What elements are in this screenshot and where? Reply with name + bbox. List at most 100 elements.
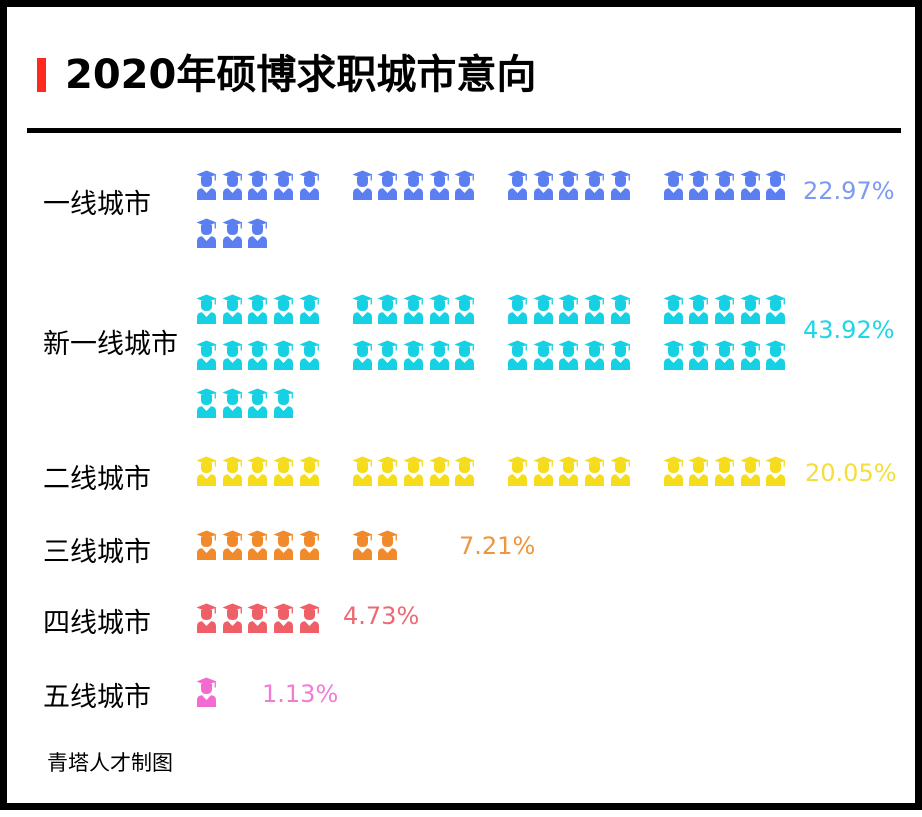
graduate-person-icon [714,340,735,370]
graduate-person-icon [663,170,684,200]
graduate-person-icon [610,294,631,324]
graduate-person-icon [247,388,268,418]
graduate-person-icon [533,456,554,486]
graduate-person-icon [740,294,761,324]
value-label-tier3: 7.21% [459,532,536,560]
value-label-tier1: 22.97% [803,177,895,205]
graduate-person-icon [352,340,373,370]
graduate-person-icon [299,170,320,200]
graduate-person-icon [714,170,735,200]
graduate-person-icon [247,340,268,370]
graduate-person-icon [533,340,554,370]
graduate-person-icon [584,170,605,200]
graduate-person-icon [663,340,684,370]
graduate-person-icon [273,456,294,486]
graduate-person-icon [507,340,528,370]
graduate-person-icon [688,170,709,200]
graduate-person-icon [740,456,761,486]
graduate-person-icon [688,294,709,324]
value-label-tier5: 1.13% [262,680,339,708]
graduate-person-icon [688,340,709,370]
category-label-new-tier1: 新一线城市 [43,329,178,360]
graduate-person-icon [273,294,294,324]
graduate-person-icon [584,340,605,370]
pictogram-area [7,7,922,817]
graduate-person-icon [584,294,605,324]
graduate-person-icon [714,294,735,324]
value-label-new-tier1: 43.92% [803,316,895,344]
graduate-person-icon [558,170,579,200]
graduate-person-icon [222,340,243,370]
graduate-person-icon [429,456,450,486]
graduate-person-icon [377,456,398,486]
graduate-person-icon [222,456,243,486]
title-accent-bar [37,58,46,92]
graduate-person-icon [429,340,450,370]
graduate-person-icon [273,388,294,418]
graduate-person-icon [247,530,268,560]
chart-title: 2020年硕博求职城市意向 [65,52,537,98]
graduate-person-icon [740,340,761,370]
graduate-person-icon [377,530,398,560]
graduate-person-icon [429,170,450,200]
graduate-person-icon [196,340,217,370]
graduate-person-icon [454,456,475,486]
graduate-person-icon [429,294,450,324]
graduate-person-icon [663,294,684,324]
graduate-person-icon [273,603,294,633]
graduate-person-icon [403,170,424,200]
graduate-person-icon [247,170,268,200]
graduate-person-icon [610,170,631,200]
graduate-person-icon [688,456,709,486]
graduate-person-icon [765,340,786,370]
graduate-person-icon [222,170,243,200]
graduate-person-icon [299,294,320,324]
graduate-person-icon [196,456,217,486]
graduate-person-icon [352,530,373,560]
graduate-person-icon [273,340,294,370]
graduate-person-icon [610,340,631,370]
graduate-person-icon [196,170,217,200]
graduate-person-icon [299,340,320,370]
graduate-person-icon [222,294,243,324]
graduate-person-icon [352,294,373,324]
graduate-person-icon [533,170,554,200]
graduate-person-icon [454,340,475,370]
graduate-person-icon [352,456,373,486]
graduate-person-icon [714,456,735,486]
graduate-person-icon [196,677,217,707]
category-label-tier4: 四线城市 [43,608,151,639]
graduate-person-icon [403,340,424,370]
graduate-person-icon [507,170,528,200]
graduate-person-icon [247,294,268,324]
graduate-person-icon [377,170,398,200]
category-label-tier5: 五线城市 [43,682,151,713]
graduate-person-icon [558,294,579,324]
graduate-person-icon [273,170,294,200]
graduate-person-icon [558,340,579,370]
graduate-person-icon [273,530,294,560]
graduate-person-icon [377,294,398,324]
category-label-tier1: 一线城市 [43,189,151,220]
graduate-person-icon [196,388,217,418]
graduate-person-icon [196,294,217,324]
source-credit: 青塔人才制图 [47,751,173,775]
graduate-person-icon [377,340,398,370]
graduate-person-icon [584,456,605,486]
graduate-person-icon [222,218,243,248]
graduate-person-icon [403,294,424,324]
category-label-tier2: 二线城市 [43,464,151,495]
graduate-person-icon [454,170,475,200]
graduate-person-icon [222,388,243,418]
graduate-person-icon [663,456,684,486]
graduate-person-icon [765,170,786,200]
value-label-tier2: 20.05% [805,459,897,487]
graduate-person-icon [454,294,475,324]
graduate-person-icon [299,603,320,633]
graduate-person-icon [222,530,243,560]
value-label-tier4: 4.73% [343,602,420,630]
graduate-person-icon [196,218,217,248]
graduate-person-icon [558,456,579,486]
graduate-person-icon [765,456,786,486]
